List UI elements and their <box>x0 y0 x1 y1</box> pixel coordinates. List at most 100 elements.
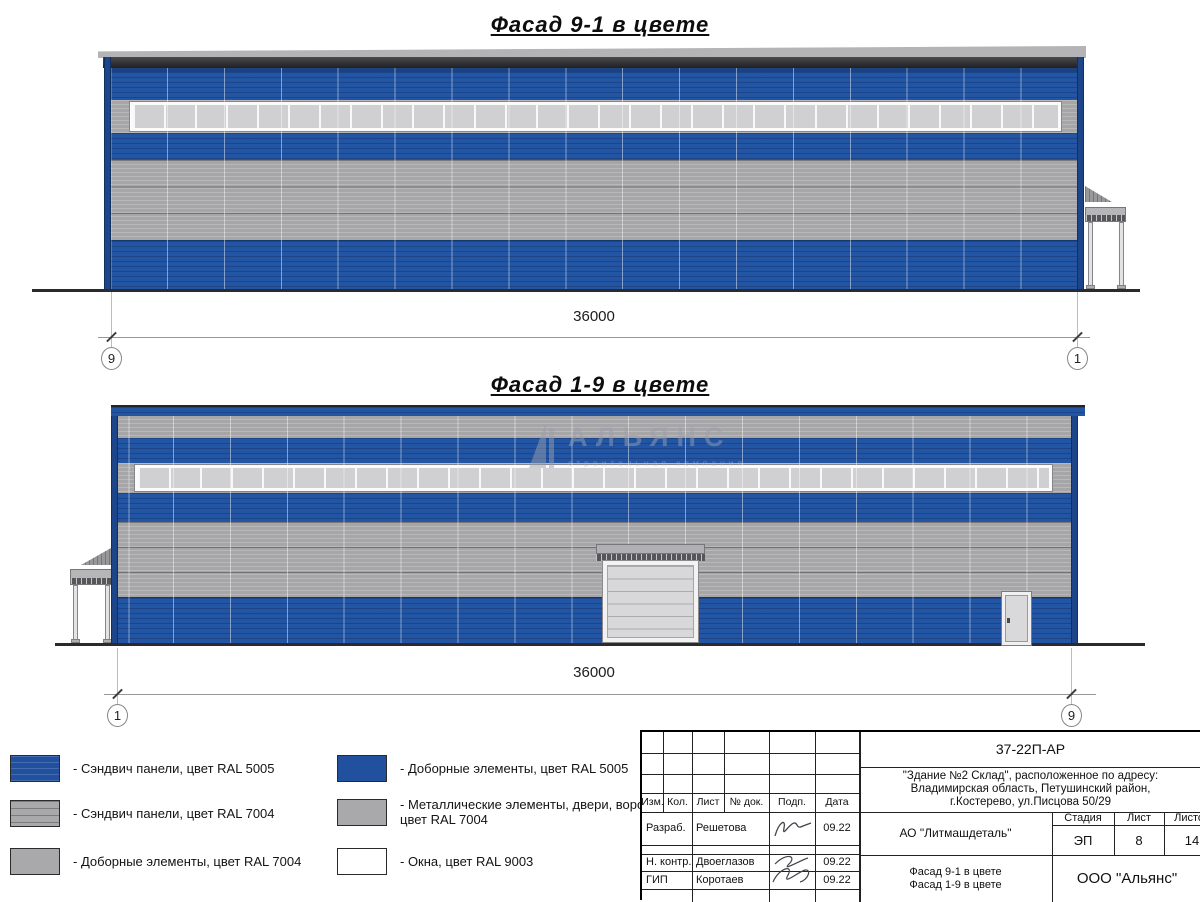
panel-band-blue-top <box>111 68 1078 100</box>
legend-item: - Металлические элементы, двери, ворота,… <box>337 797 668 827</box>
axis-marker-9: 9 <box>101 347 122 370</box>
entrance-canopy <box>1085 207 1126 222</box>
roof-edge-band <box>111 405 1085 416</box>
legend-swatch-ral9003 <box>337 848 387 875</box>
panel-band-blue-mid <box>111 133 1078 160</box>
stamp-role: Н. контр. <box>646 856 692 868</box>
extension-line <box>1071 648 1072 704</box>
title-block: Изм. Кол. Лист № док. Подп. Дата Разраб.… <box>640 730 1200 902</box>
door-leaf <box>1005 595 1028 642</box>
stamp-customer: АО "Литмашдеталь" <box>899 826 1012 840</box>
stamp-col-list: Лист <box>696 796 720 808</box>
axis-marker-1: 1 <box>107 704 128 727</box>
entry-door <box>1001 591 1032 646</box>
canopy-column-left <box>73 585 78 641</box>
legend-swatch-ral5005 <box>10 755 60 782</box>
door-handle <box>1007 618 1010 623</box>
signature-icon <box>772 855 810 883</box>
stamp-doc-number: 37-22П-АР <box>995 741 1066 757</box>
legend-swatch-ral5005 <box>337 755 387 782</box>
column-base <box>1086 285 1095 289</box>
legend-item: - Доборные элементы, цвет RAL 7004 <box>10 848 301 875</box>
stamp-sheet-label: Лист <box>1127 812 1151 824</box>
legend-label: - Сэндвич панели, цвет RAL 7004 <box>73 806 275 821</box>
stamp-stage-value: ЭП <box>1073 832 1093 848</box>
ground-line <box>32 289 1140 292</box>
signature-icon <box>774 821 812 837</box>
axis-marker-9: 9 <box>1061 704 1082 727</box>
panel-band-blue-upper <box>117 438 1072 463</box>
legend-label: - Сэндвич панели, цвет RAL 5005 <box>73 761 275 776</box>
canopy-column-left <box>1088 222 1093 286</box>
legend-item: - Окна, цвет RAL 9003 <box>337 848 533 875</box>
canopy-column-right <box>1119 222 1124 286</box>
axis-marker-1: 1 <box>1067 347 1088 370</box>
panel-band-gray <box>117 522 1072 597</box>
sheet-title-line: Фасад 9-1 в цвете <box>909 865 1002 878</box>
dimension-value: 36000 <box>573 664 615 681</box>
stamp-date: 09.22 <box>823 822 851 834</box>
stamp-stage-label: Стадия <box>1064 812 1102 824</box>
legend-swatch-ral7004 <box>337 798 387 826</box>
roof-edge <box>103 57 1084 68</box>
stamp-col-kol: Кол. <box>667 796 688 808</box>
window-band <box>117 463 1072 493</box>
extension-line <box>1077 292 1078 347</box>
stamp-role: ГИП <box>646 873 668 886</box>
corner-trim-left <box>104 57 111 289</box>
project-address-line: г.Костерево, ул.Писцова 50/29 <box>950 796 1111 808</box>
dimension-line <box>98 337 1090 338</box>
legend-item: - Сэндвич панели, цвет RAL 5005 <box>10 755 275 782</box>
project-address-line: "Здание №2 Склад", расположенное по адре… <box>902 770 1159 782</box>
window-band <box>111 100 1078 133</box>
panel-band-blue-bottom <box>111 240 1078 289</box>
window-ribbon <box>130 102 1061 131</box>
panel-band-blue-bottom <box>117 597 1072 643</box>
column-base <box>1117 285 1126 289</box>
stamp-date: 09.22 <box>823 873 851 886</box>
stamp-name: Решетова <box>696 822 747 834</box>
legend-item: - Доборные элементы, цвет RAL 5005 <box>337 755 628 782</box>
panel-band-gray-top <box>117 415 1072 438</box>
legend-item: - Сэндвич панели, цвет RAL 7004 <box>10 800 275 827</box>
stamp-col-ndok: № док. <box>729 796 764 808</box>
extension-line <box>111 292 112 347</box>
stamp-sheet-value: 8 <box>1135 832 1143 848</box>
facade-1-9-title: Фасад 1-9 в цвете <box>490 372 710 397</box>
stamp-name: Коротаев <box>696 873 744 886</box>
stamp-name: Двоеглазов <box>696 856 755 868</box>
panel-band-gray <box>111 160 1078 240</box>
canopy-column-right <box>105 585 110 641</box>
canopy-hatch <box>71 578 113 584</box>
stamp-sheet-title: Фасад 9-1 в цвете Фасад 1-9 в цвете <box>859 855 1052 902</box>
legend-label: - Окна, цвет RAL 9003 <box>400 854 534 869</box>
facade-9-1-title: Фасад 9-1 в цвете <box>490 12 710 37</box>
stamp-sheets-value: 14 <box>1184 832 1200 848</box>
stamp-date: 09.22 <box>823 856 851 868</box>
corner-trim-right <box>1077 57 1084 289</box>
stamp-project-address: "Здание №2 Склад", расположенное по адре… <box>859 767 1200 812</box>
corner-trim-left <box>111 407 118 643</box>
canopy-hatch <box>1086 215 1125 221</box>
extension-line <box>117 648 118 704</box>
wall-panels <box>111 68 1078 289</box>
window-ribbon <box>135 465 1052 491</box>
stamp-organization: ООО "Альянс" <box>1076 870 1178 887</box>
dimension-line <box>104 694 1096 695</box>
ground-line <box>55 643 1145 646</box>
side-slope-roof <box>81 548 111 565</box>
dimension-value: 36000 <box>573 308 615 325</box>
side-slope-roof <box>1085 186 1112 202</box>
stamp-col-izm: Изм. <box>641 796 664 808</box>
stamp-col-data: Дата <box>825 796 849 808</box>
legend-label: - Доборные элементы, цвет RAL 5005 <box>400 761 629 776</box>
stamp-sheets-label: Листов <box>1174 812 1200 824</box>
sheet-title-line: Фасад 1-9 в цвете <box>909 878 1002 891</box>
gate-canopy <box>596 544 705 561</box>
gate-leaf <box>607 565 694 638</box>
legend-swatch-ral7004 <box>10 848 60 875</box>
panel-band-blue-mid <box>117 493 1072 522</box>
wall-panels <box>117 415 1072 643</box>
corner-trim-right <box>1071 407 1078 643</box>
